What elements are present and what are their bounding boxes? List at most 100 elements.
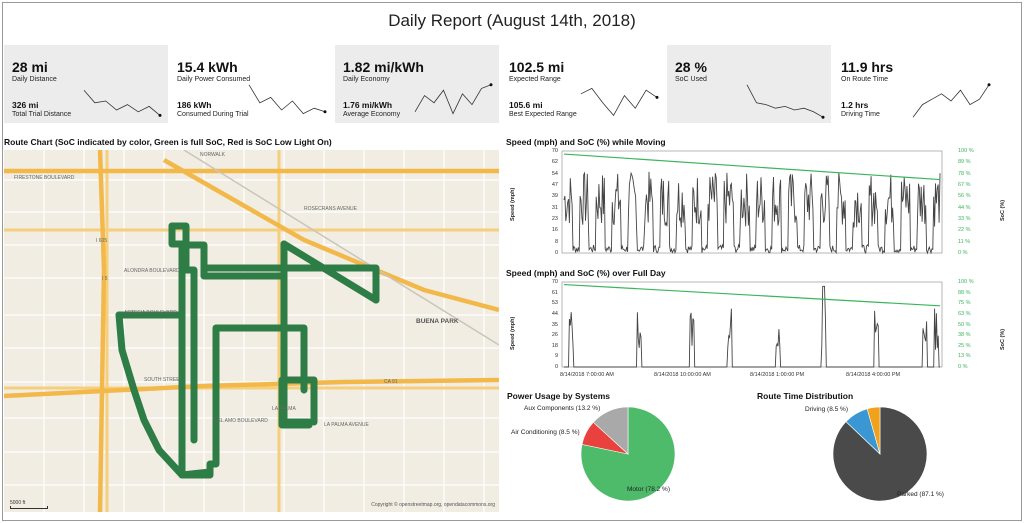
chart-moving: Speed (mph) SoC (%) 70 62 54 47 39 31 23 16 8 0 10… xyxy=(506,148,1018,259)
y2-tick: 33 % xyxy=(958,216,971,222)
sparkline-line xyxy=(83,89,161,116)
chart-full-plot xyxy=(561,281,943,368)
pie-time-label-parked: Parked (87.1 %) xyxy=(897,491,944,498)
y2-tick: 89 % xyxy=(958,159,971,166)
y2-tick: 56 % xyxy=(958,193,971,200)
y-tick: 70 xyxy=(551,279,558,285)
y-tick: 44 xyxy=(551,310,558,317)
kpi-label: Daily Distance xyxy=(12,76,57,83)
y-tick: 8 xyxy=(554,238,558,245)
map-scale-bar xyxy=(10,506,48,509)
kpi-label: Expected Range xyxy=(509,76,561,83)
speed-series-line xyxy=(563,171,941,255)
kpi-daily-distance: 28 mi Daily Distance 326 mi Total Trial … xyxy=(4,45,168,123)
y2-tick: 22 % xyxy=(958,227,971,234)
y-tick: 39 xyxy=(551,193,558,200)
pie-power-label-aux: Aux Components (13.2 %) xyxy=(524,405,601,412)
kpi-expected-range: 102.5 mi Expected Range 105.6 mi Best Ex… xyxy=(501,45,665,123)
chart-moving-title: Speed (mph) and SoC (%) while Moving xyxy=(506,137,666,147)
sparkline-line xyxy=(746,84,824,118)
pie-slice xyxy=(866,406,881,455)
y2-tick: 75 % xyxy=(958,300,971,307)
y-tick: 0 xyxy=(554,250,558,256)
kpi-value: 15.4 kWh xyxy=(177,59,238,75)
map-label-street: SOUTH STREET xyxy=(144,377,183,383)
pie-power-title: Power Usage by Systems xyxy=(507,391,610,401)
pie-time-chart xyxy=(832,406,928,502)
kpi-daily-power: 15.4 kWh Daily Power Consumed 186 kWh Co… xyxy=(169,45,333,123)
y-tick: 61 xyxy=(551,289,558,296)
kpi-sub-label: Best Expected Range xyxy=(509,111,577,118)
chart-full-title: Speed (mph) and SoC (%) over Full Day xyxy=(506,268,666,278)
sparkline-endpoint xyxy=(821,115,825,119)
kpi-sub-label: Average Economy xyxy=(343,111,401,118)
map-label-street: LA PALMA AVENUE xyxy=(324,422,369,428)
y-tick: 47 xyxy=(551,182,558,188)
y-tick: 70 xyxy=(551,148,558,154)
chart-full: Speed (mph) SoC (%) 70 61 53 44 35 26 18 9 0 100 … xyxy=(506,279,1018,385)
chart-full-xtick: 8/14/2018 10:00:00 AM xyxy=(654,372,711,378)
kpi-label: SoC Used xyxy=(675,76,707,83)
chart-moving-plot xyxy=(561,150,943,255)
map-scale: 5000 ft xyxy=(10,500,26,506)
kpi-value: 28 mi xyxy=(12,59,48,75)
kpi-sparkline xyxy=(414,83,493,115)
kpi-daily-economy: 1.82 mi/kWh Daily Economy 1.76 mi/kWh Av… xyxy=(335,45,499,123)
kpi-label: Daily Economy xyxy=(343,76,390,83)
map-label-street: DEL AMO BOULEVARD xyxy=(214,418,268,424)
map-label-norwalk: NORWALK xyxy=(200,152,226,158)
kpi-value: 102.5 mi xyxy=(509,59,565,75)
pie-power-label-ac: Air Conditioning (8.5 %) xyxy=(511,429,580,436)
y2-tick: 13 % xyxy=(958,353,971,360)
kpi-sparkline xyxy=(83,89,162,117)
sparkline-line xyxy=(912,84,990,118)
report-title: Daily Report (August 14th, 2018) xyxy=(388,11,636,30)
map-label-street: ALONDRA BOULEVARD xyxy=(124,268,180,274)
kpi-sub-value: 186 kWh xyxy=(177,100,212,110)
map-copyright[interactable]: Copyright © openstreetmap.org, opendatac… xyxy=(371,502,495,508)
y-tick: 16 xyxy=(551,227,558,234)
y2-tick: 11 % xyxy=(958,238,971,245)
sparkline-endpoint xyxy=(655,95,659,99)
soc-series-line xyxy=(563,153,941,181)
kpi-value: 1.82 mi/kWh xyxy=(343,59,424,75)
kpi-sub-label: Driving Time xyxy=(841,111,880,118)
pie-power-label-motor: Motor (78.2 %) xyxy=(627,486,670,493)
y2-tick: 0 % xyxy=(958,250,968,256)
y-tick: 31 xyxy=(551,204,558,211)
kpi-sparkline xyxy=(746,84,825,119)
speed-series-line xyxy=(564,285,940,368)
map-label-street: ROSECRANS AVENUE xyxy=(304,206,357,212)
kpi-sub-label: Consumed During Trial xyxy=(177,111,249,118)
y2-tick: 44 % xyxy=(958,204,971,211)
kpi-sub-value: 326 mi xyxy=(12,100,39,110)
pie-power-chart xyxy=(580,406,676,502)
sparkline-endpoint xyxy=(489,83,493,87)
kpi-value: 11.9 hrs xyxy=(841,59,894,75)
y2-tick: 25 % xyxy=(958,342,971,349)
kpi-sparkline xyxy=(248,84,327,115)
map-label-buena-park: BUENA PARK xyxy=(416,318,459,325)
route-map[interactable]: NORWALK BUENA PARK LA PALMA CA 91 I 605 … xyxy=(4,150,499,512)
map-title: Route Chart (SoC indicated by color, Gre… xyxy=(4,137,332,147)
kpi-label: Daily Power Consumed xyxy=(177,76,251,83)
map-label-i605: I 605 xyxy=(96,238,108,244)
kpi-sub-value: 105.6 mi xyxy=(509,100,543,110)
pie-slice xyxy=(592,406,629,455)
kpi-on-route-time: 11.9 hrs On Route Time 1.2 hrs Driving T… xyxy=(833,45,997,123)
kpi-sparkline xyxy=(580,87,659,117)
y2-tick: 38 % xyxy=(958,332,971,339)
kpi-sub-value: 1.76 mi/kWh xyxy=(343,100,393,110)
kpi-value: 28 % xyxy=(675,59,707,75)
chart-full-xtick: 8/14/2018 4:00:00 PM xyxy=(846,372,901,378)
map-label-i5: I 5 xyxy=(102,276,108,282)
y2-tick: 100 % xyxy=(958,279,974,285)
kpi-sparkline xyxy=(912,83,991,118)
y-tick: 0 xyxy=(554,364,558,370)
y2-tick: 63 % xyxy=(958,310,971,317)
sparkline-endpoint xyxy=(158,113,162,117)
sparkline-line xyxy=(248,84,326,115)
sparkline-line xyxy=(414,84,492,115)
pie-time-title: Route Time Distribution xyxy=(757,391,854,401)
